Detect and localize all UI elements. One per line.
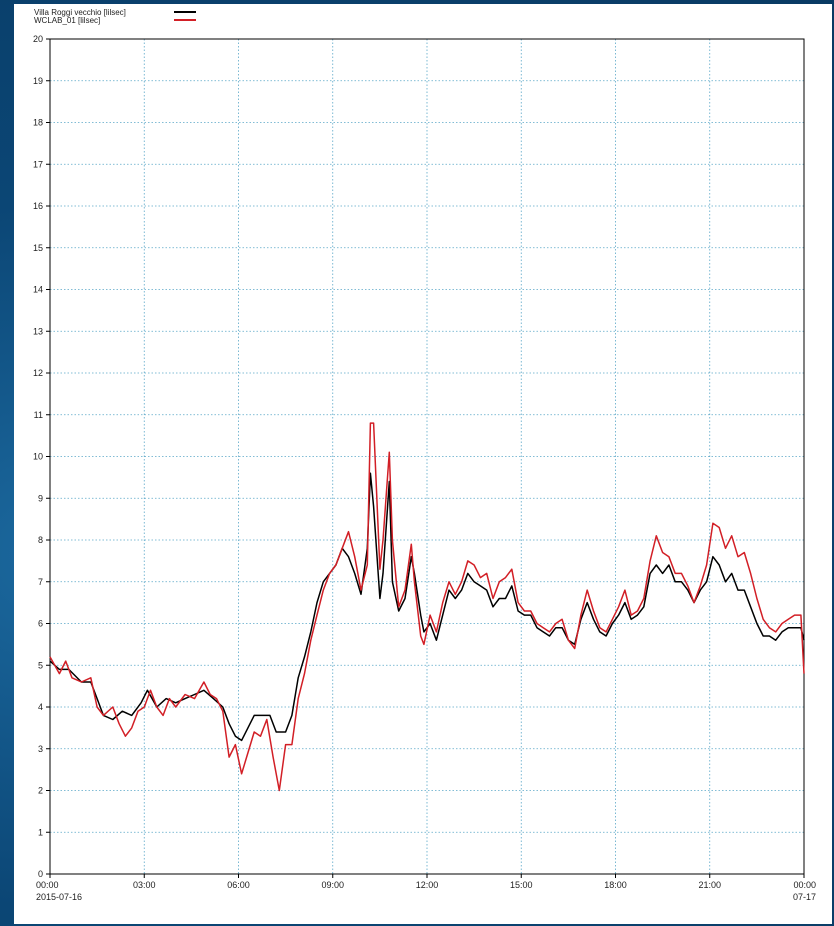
x-tick-label: 21:00: [698, 880, 721, 890]
y-tick-label: 7: [38, 577, 43, 587]
gridlines: [50, 39, 804, 874]
x-tick-label: 15:00: [510, 880, 533, 890]
x-tick-sublabel: 07-17: [793, 892, 816, 902]
y-tick-label: 12: [33, 368, 43, 378]
y-tick-label: 20: [33, 34, 43, 44]
y-tick-label: 15: [33, 243, 43, 253]
chart-panel: Villa Roggi vecchio [lilsec] WCLAB_01 [li…: [14, 4, 832, 924]
y-tick-label: 10: [33, 452, 43, 462]
x-tick-label: 03:00: [133, 880, 156, 890]
line-chart: Villa Roggi vecchio [lilsec]WCLAB_01 [li…: [33, 8, 816, 902]
y-tick-label: 19: [33, 76, 43, 86]
x-tick-label: 00:00: [36, 880, 59, 890]
x-tick-label: 12:00: [416, 880, 439, 890]
series-line-2: [49, 422, 805, 792]
series-line-1: [49, 472, 805, 742]
y-tick-label: 11: [34, 410, 43, 420]
x-tick-label: 00:00: [793, 880, 816, 890]
y-tick-label: 1: [38, 827, 43, 837]
x-tick-label: 18:00: [604, 880, 627, 890]
y-tick-label: 18: [33, 118, 43, 128]
y-tick-label: 0: [38, 869, 43, 879]
y-tick-label: 2: [38, 786, 43, 796]
legend-label: WCLAB_01 [lilsec]: [34, 16, 100, 25]
y-tick-label: 14: [33, 285, 43, 295]
x-axis: 00:00 2015-07-16 03:00 06:00 09:00 12:00 15:00…: [36, 874, 816, 902]
y-tick-label: 3: [38, 744, 43, 754]
y-tick-label: 9: [38, 493, 43, 503]
x-tick-sublabel: 2015-07-16: [36, 892, 82, 902]
x-tick-label: 06:00: [227, 880, 250, 890]
y-tick-label: 8: [38, 535, 43, 545]
series-lines: [49, 422, 805, 792]
y-tick-label: 17: [33, 159, 43, 169]
y-tick-label: 16: [33, 201, 43, 211]
y-tick-label: 5: [38, 660, 43, 670]
y-tick-label: 6: [38, 619, 43, 629]
y-tick-label: 13: [33, 326, 43, 336]
x-tick-label: 09:00: [321, 880, 344, 890]
y-tick-label: 4: [38, 702, 43, 712]
legend: Villa Roggi vecchio [lilsec]WCLAB_01 [li…: [34, 8, 196, 25]
legend-label: Villa Roggi vecchio [lilsec]: [34, 8, 126, 17]
